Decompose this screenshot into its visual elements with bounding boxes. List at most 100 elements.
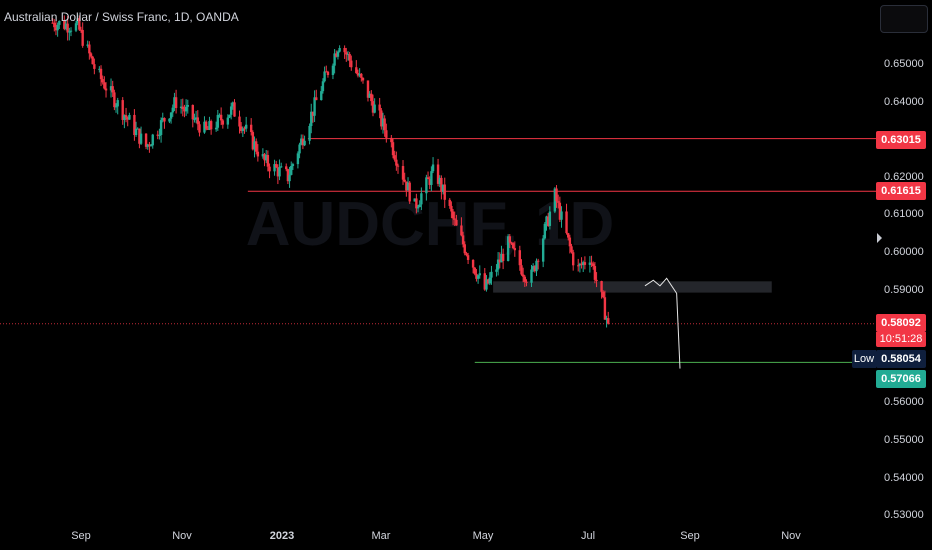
candle-body-218 [558,202,562,220]
candle-body-9 [69,30,73,32]
candle-body-230 [588,262,592,265]
candle-body-187 [486,279,490,284]
candle-body-118 [325,71,328,73]
candle-body-142 [381,118,385,127]
candle-body-160 [425,177,428,194]
candle-body-21 [99,68,103,80]
candle-body-220 [565,211,568,234]
candle-body-185 [483,273,486,290]
candle-body-5 [63,20,66,29]
candle-body-225 [577,265,580,267]
candle-body-25 [109,86,113,91]
candle-body-77 [229,106,233,115]
candle-body-59 [186,105,189,107]
candle-body-46 [158,134,161,136]
candle-body-177 [463,244,466,254]
candle-body-189 [490,271,493,278]
candle-body-99 [280,166,283,168]
candle-body-203 [523,276,527,282]
candle-body-141 [380,110,383,127]
candle-body-122 [335,53,338,57]
candle-body-42 [148,144,151,147]
candle-body-154 [408,182,411,202]
candle-body-171 [450,205,453,212]
candle-body-18 [91,56,94,65]
price-tick: 0.65000 [884,58,924,70]
candle-body-78 [231,102,235,107]
candle-body-213 [546,216,550,226]
candle-body-162 [428,179,431,185]
candle-body-136 [368,93,371,98]
candle-body-13 [79,29,83,31]
candle-body-105 [296,153,300,165]
price-tick: 0.53000 [884,509,924,522]
candle-body-164 [431,164,435,172]
candle-body-64 [198,124,201,133]
candle-body-19 [93,64,96,69]
time-tick: Nov [781,530,801,542]
candle-body-123 [336,51,340,57]
candle-body-239 [607,318,610,324]
candle-body-181 [473,267,476,274]
candle-body-128 [348,54,351,61]
time-tick: Sep [71,530,91,542]
time-tick: Mar [371,530,391,542]
candle-body-238 [605,318,608,320]
candle-body-22 [101,79,104,83]
candle-body-81 [239,126,243,131]
candle-body-79 [233,102,236,117]
candle-body-35 [133,114,136,136]
candle-body-139 [373,104,376,113]
candle-body-236 [602,291,605,298]
candle-body-96 [275,164,278,168]
candle-body-106 [298,144,301,154]
scroll-arrow-icon[interactable] [877,233,882,243]
candle-body-216 [555,188,558,202]
candle-body-199 [513,248,517,251]
candle-body-102 [288,174,291,182]
candle-body-204 [525,281,528,283]
candle-body-30 [121,100,124,120]
candle-body-150 [401,166,405,180]
candle-body-67 [206,128,210,130]
candle-body-110 [308,125,311,141]
candle-body-82 [241,128,245,131]
candle-body-143 [383,118,386,131]
candle-body-37 [136,128,139,130]
price-tick: 0.56000 [884,396,924,409]
candle-body-196 [508,236,512,243]
candle-body-52 [171,107,174,113]
candle-body-167 [440,177,443,192]
candle-body-165 [436,164,440,184]
candle-body-58 [184,106,188,112]
candle-body-33 [126,117,129,120]
price-tick: 0.59000 [884,283,924,296]
top-right-button[interactable] [880,5,928,33]
candle-body-98 [278,167,281,177]
candle-body-93 [266,155,270,167]
candle-body-71 [216,114,220,128]
candle-body-16 [88,44,91,54]
candle-body-62 [194,117,198,120]
candle-body-147 [393,155,396,160]
candle-body-202 [521,274,525,277]
candle-body-222 [568,237,572,247]
candle-body-48 [161,117,164,121]
candle-body-207 [533,266,537,272]
candle-body-47 [159,120,163,135]
candle-body-74 [221,120,225,125]
candle-body-112 [311,111,315,116]
candle-body-229 [583,262,587,265]
candle-body-232 [592,263,595,267]
candle-body-111 [310,111,313,126]
candle-body-45 [156,134,159,136]
candle-body-116 [321,81,325,92]
candle-body-117 [323,71,326,82]
low-label: Low [852,350,876,368]
candle-body-231 [590,262,593,264]
candle-body-132 [358,73,361,76]
candle-body-104 [291,164,295,166]
candle-body-228 [582,262,585,266]
candle-body-158 [418,204,421,208]
